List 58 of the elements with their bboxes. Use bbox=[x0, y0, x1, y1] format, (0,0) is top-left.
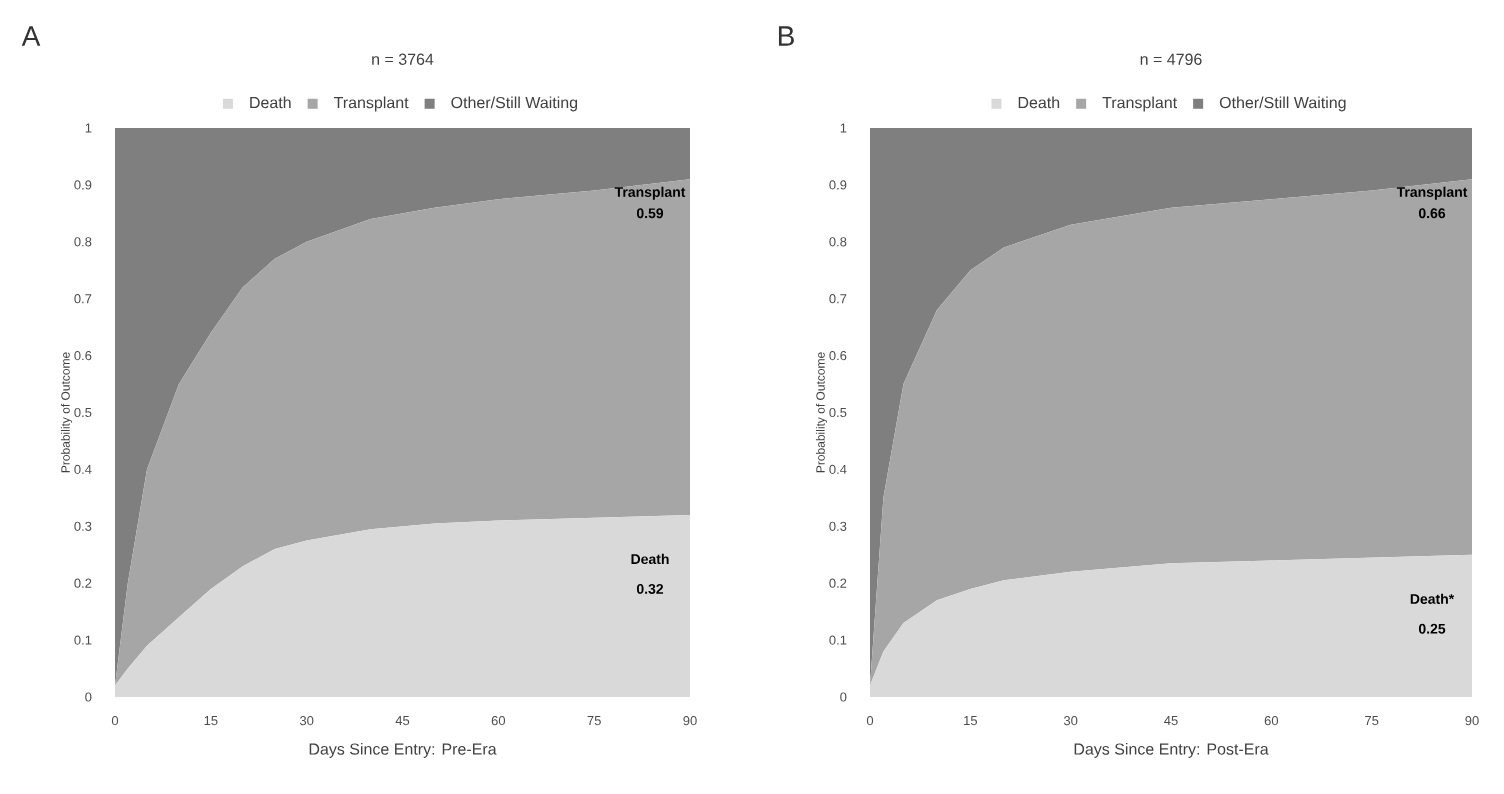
x-tick-label: 0 bbox=[866, 716, 874, 726]
x-tick-label: 30 bbox=[299, 716, 314, 726]
x-tick-label: 45 bbox=[395, 716, 410, 726]
annotation: 0.32 bbox=[636, 583, 664, 594]
text: A bbox=[21, 26, 41, 46]
annotation: Death bbox=[631, 553, 669, 565]
y-tick-label: 0.3 bbox=[829, 521, 847, 531]
legend-label: Death bbox=[1018, 96, 1060, 109]
x-tick-label: 75 bbox=[587, 716, 601, 726]
legend-label: Transplant bbox=[1102, 96, 1178, 112]
y-axis-title: Probability of Outcome bbox=[60, 352, 73, 473]
x-tick-label: 45 bbox=[1164, 716, 1178, 726]
chart-title: n = 4796 bbox=[1140, 53, 1202, 65]
x-tick-label: 15 bbox=[964, 716, 978, 726]
y-tick-label: 0.6 bbox=[829, 351, 847, 361]
legend-label: Death bbox=[250, 96, 291, 109]
annotation: 0.66 bbox=[1418, 208, 1446, 219]
y-tick-label: 0 bbox=[85, 692, 92, 702]
y-tick-label: 0.2 bbox=[829, 578, 847, 588]
y-tick-label: 1 bbox=[85, 123, 92, 133]
y-tick-label: 0.2 bbox=[74, 578, 92, 588]
y-tick-label: 0.9 bbox=[74, 180, 92, 190]
y-tick-label: 0.4 bbox=[829, 464, 847, 474]
y-tick-label: 0.4 bbox=[74, 464, 92, 474]
legend-label: Other/Still Waiting bbox=[1219, 96, 1346, 112]
y-tick-label: 0.5 bbox=[829, 407, 847, 418]
x-tick-label: 75 bbox=[1365, 716, 1379, 726]
x-tick-label: 0 bbox=[111, 716, 119, 726]
annotation: 0.25 bbox=[1418, 623, 1446, 634]
y-tick-label: 0.6 bbox=[74, 351, 92, 361]
x-tick-label: 30 bbox=[1063, 716, 1078, 726]
y-tick-label: 0.1 bbox=[74, 635, 92, 645]
y-axis-title: Probability of Outcome bbox=[815, 352, 828, 473]
x-tick-label: 90 bbox=[683, 716, 697, 726]
chart-title: n = 3764 bbox=[372, 53, 434, 65]
y-tick-label: 0.9 bbox=[829, 180, 847, 190]
x-tick-label: 90 bbox=[1465, 716, 1479, 726]
annotation: Transplant bbox=[1396, 186, 1468, 200]
legend-label: Other/Still Waiting bbox=[451, 96, 578, 112]
annotation: Transplant bbox=[614, 186, 686, 200]
y-tick-label: 1 bbox=[840, 123, 847, 133]
y-tick-label: 0.8 bbox=[829, 237, 847, 247]
x-tick-label: 60 bbox=[1264, 716, 1279, 726]
x-tick-label: 60 bbox=[491, 716, 506, 726]
x-tick-label: 15 bbox=[204, 716, 218, 726]
legend-label: Transplant bbox=[333, 96, 409, 112]
y-tick-label: 0.3 bbox=[74, 521, 92, 531]
y-tick-label: 0.1 bbox=[829, 635, 847, 645]
x-axis-title: Days Since Entry: Pre-Era bbox=[309, 742, 497, 758]
y-tick-label: 0.7 bbox=[74, 294, 92, 304]
annotation: 0.59 bbox=[636, 208, 664, 219]
annotation: Death* bbox=[1410, 593, 1455, 604]
y-tick-label: 0.8 bbox=[74, 237, 92, 247]
y-tick-label: 0.5 bbox=[74, 407, 92, 418]
y-tick-label: 0.7 bbox=[829, 294, 847, 304]
y-tick-label: 0 bbox=[840, 692, 847, 702]
x-axis-title: Days Since Entry: Post-Era bbox=[1074, 742, 1269, 758]
text: B bbox=[778, 26, 794, 46]
